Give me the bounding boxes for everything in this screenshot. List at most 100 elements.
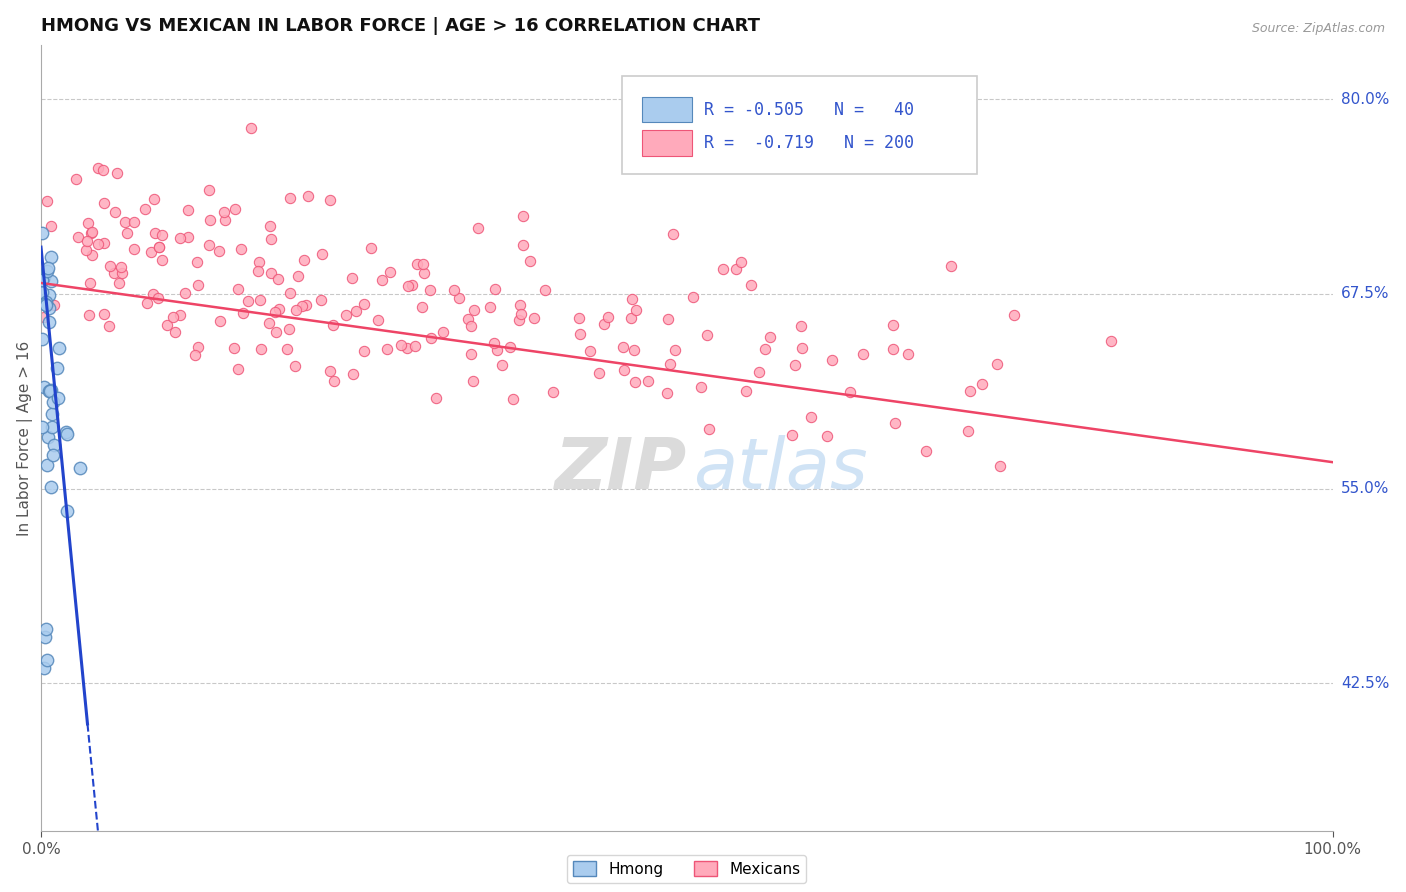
- Point: [35, 263, 58, 277]
- Point: [780, 428, 803, 442]
- Point: [156, 318, 179, 332]
- Point: [588, 366, 610, 380]
- Point: [146, 292, 169, 306]
- Point: [169, 308, 191, 322]
- Point: [31, 420, 53, 434]
- Point: [39, 250, 62, 264]
- Point: [176, 229, 198, 244]
- Point: [637, 374, 659, 388]
- Point: [38, 316, 60, 330]
- Point: [292, 252, 315, 267]
- Point: [309, 293, 332, 308]
- Point: [461, 375, 484, 389]
- Point: [682, 290, 704, 304]
- Point: [479, 300, 502, 314]
- Point: [401, 278, 423, 293]
- Point: [142, 286, 165, 301]
- Point: [460, 346, 482, 360]
- Point: [55, 425, 77, 440]
- Point: [284, 303, 307, 318]
- Point: [406, 257, 429, 271]
- Point: [789, 318, 811, 333]
- Point: [263, 305, 285, 319]
- Point: [31, 226, 53, 240]
- Point: [396, 341, 419, 355]
- Point: [150, 228, 173, 243]
- Point: [370, 273, 392, 287]
- Point: [367, 313, 389, 327]
- Point: [45, 361, 67, 376]
- Point: [139, 245, 162, 260]
- Point: [37, 261, 59, 276]
- Point: [38, 384, 60, 398]
- Point: [226, 362, 249, 376]
- Point: [820, 352, 842, 367]
- Text: 42.5%: 42.5%: [1341, 676, 1389, 691]
- Point: [82, 248, 104, 262]
- Point: [508, 312, 530, 326]
- Point: [612, 340, 634, 354]
- Point: [142, 192, 165, 206]
- Point: [42, 298, 65, 312]
- Point: [250, 342, 273, 356]
- Point: [93, 235, 115, 250]
- Point: [80, 226, 103, 240]
- Point: [75, 243, 97, 257]
- Point: [32, 661, 55, 675]
- Point: [249, 293, 271, 307]
- Point: [41, 407, 63, 421]
- Point: [267, 301, 290, 316]
- Point: [35, 298, 58, 312]
- Point: [567, 310, 589, 325]
- Point: [800, 410, 823, 425]
- Point: [79, 276, 101, 290]
- Point: [662, 227, 685, 241]
- Point: [122, 215, 145, 229]
- Point: [460, 318, 482, 333]
- Point: [236, 293, 259, 308]
- Text: HMONG VS MEXICAN IN LABOR FORCE | AGE > 16 CORRELATION CHART: HMONG VS MEXICAN IN LABOR FORCE | AGE > …: [41, 17, 761, 35]
- Point: [87, 236, 110, 251]
- Point: [226, 282, 249, 296]
- Point: [467, 221, 489, 235]
- Point: [1002, 309, 1025, 323]
- Text: R =  -0.719   N = 200: R = -0.719 N = 200: [703, 134, 914, 152]
- Point: [696, 328, 718, 343]
- Point: [447, 291, 470, 305]
- Point: [657, 311, 679, 326]
- Point: [103, 266, 125, 280]
- Point: [39, 274, 62, 288]
- Point: [730, 255, 752, 269]
- Point: [941, 260, 963, 274]
- Point: [197, 238, 219, 252]
- Point: [264, 326, 287, 340]
- Point: [198, 183, 221, 197]
- Point: [259, 219, 281, 234]
- Point: [31, 272, 53, 286]
- Point: [208, 244, 231, 258]
- Point: [523, 310, 546, 325]
- Point: [38, 301, 60, 315]
- Point: [287, 268, 309, 283]
- Point: [389, 338, 412, 352]
- Point: [37, 653, 59, 667]
- Point: [187, 340, 209, 354]
- Point: [335, 308, 357, 322]
- Point: [499, 340, 522, 354]
- Point: [593, 317, 616, 331]
- Point: [839, 384, 862, 399]
- Point: [284, 359, 307, 373]
- Point: [491, 358, 513, 372]
- Point: [319, 363, 342, 377]
- Point: [239, 120, 262, 135]
- Point: [711, 262, 734, 277]
- Point: [754, 343, 776, 357]
- Point: [31, 273, 53, 287]
- Point: [69, 461, 91, 475]
- Point: [111, 267, 134, 281]
- Point: [31, 285, 53, 300]
- FancyBboxPatch shape: [641, 97, 692, 122]
- Point: [39, 383, 62, 397]
- Point: [107, 277, 129, 291]
- Point: [291, 299, 314, 313]
